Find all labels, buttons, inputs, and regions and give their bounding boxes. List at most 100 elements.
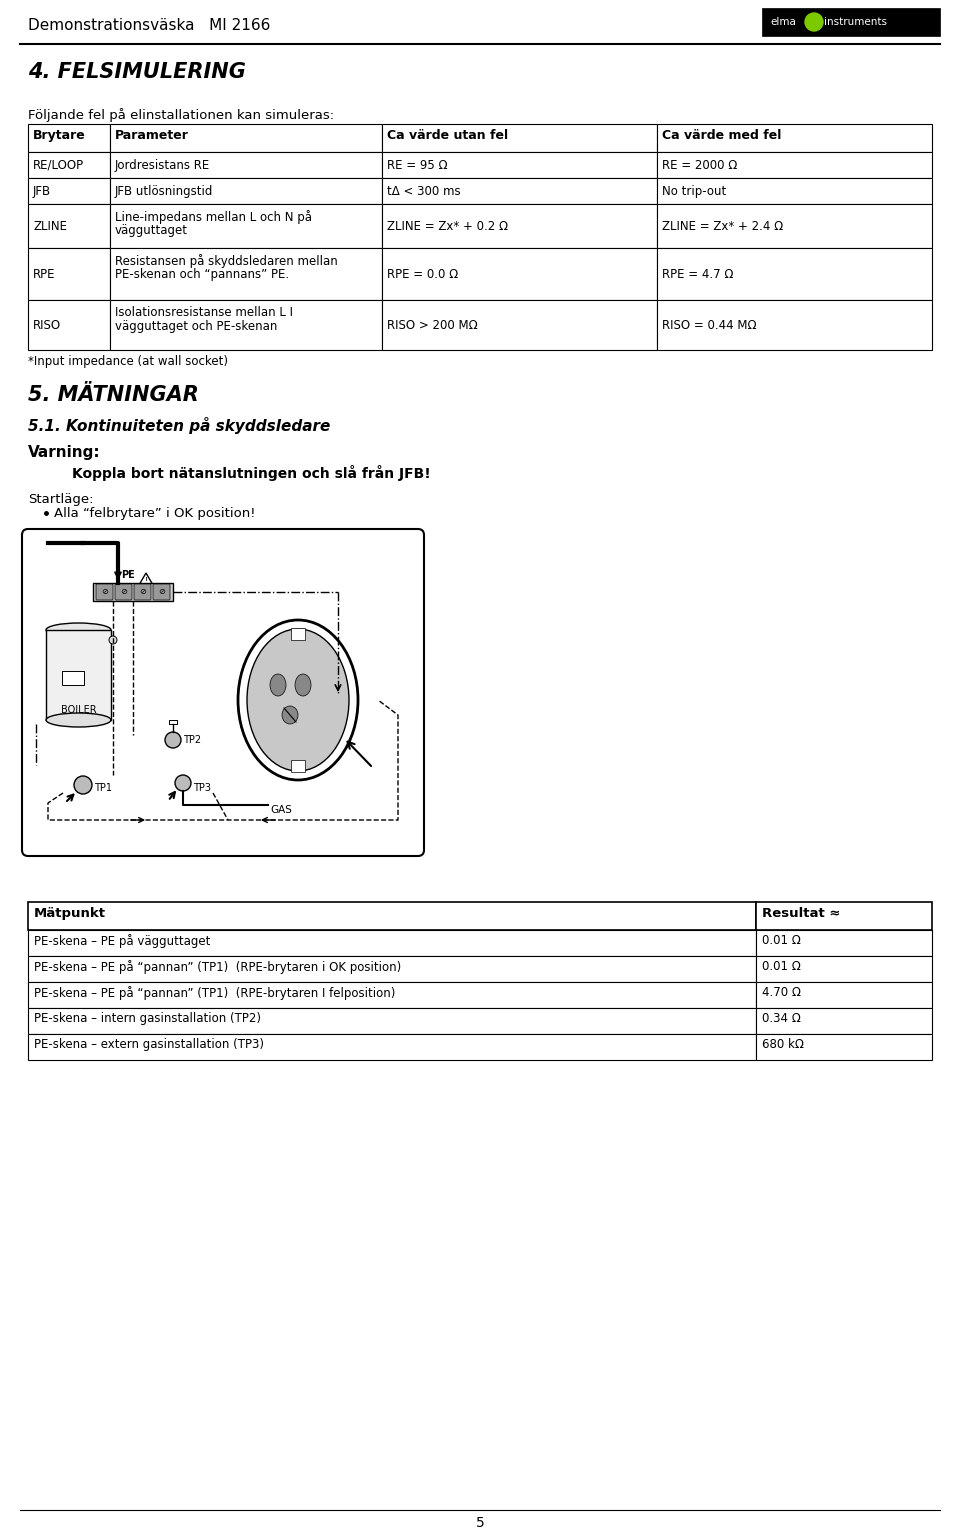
Bar <box>657 152 932 178</box>
Text: tΔ < 300 ms: tΔ < 300 ms <box>387 186 461 198</box>
Text: RISO > 200 MΩ: RISO > 200 MΩ <box>387 319 478 331</box>
Text: 0.01 Ω: 0.01 Ω <box>762 934 801 946</box>
Bar <box>756 902 932 930</box>
Circle shape <box>109 637 117 644</box>
Bar <box>291 627 305 640</box>
Bar <box>110 178 382 204</box>
Text: ZLINE: ZLINE <box>33 219 67 233</box>
Bar <box>382 301 657 350</box>
Bar <box>657 152 932 178</box>
Text: Varning:: Varning: <box>28 445 101 460</box>
Bar <box>110 152 382 178</box>
Bar <box>46 630 111 719</box>
Text: ⊘: ⊘ <box>101 588 108 597</box>
Bar <box>382 204 657 249</box>
Text: Mätpunkt: Mätpunkt <box>34 907 106 920</box>
Bar <box>28 249 110 301</box>
Text: vägguttaget: vägguttaget <box>115 224 188 236</box>
Bar <box>657 249 932 301</box>
Text: Isolationsresistanse mellan L I: Isolationsresistanse mellan L I <box>115 305 293 319</box>
Bar <box>28 956 756 982</box>
FancyBboxPatch shape <box>153 584 170 600</box>
Bar <box>28 1008 756 1034</box>
Text: Jordresistans RE: Jordresistans RE <box>115 160 210 172</box>
FancyBboxPatch shape <box>134 584 151 600</box>
Bar <box>110 178 382 204</box>
Bar <box>28 982 756 1008</box>
Bar <box>657 301 932 350</box>
Text: Line-impedans mellan L och N på: Line-impedans mellan L och N på <box>115 210 312 224</box>
Text: JFB: JFB <box>33 186 51 198</box>
Circle shape <box>165 732 181 749</box>
Text: RPE = 4.7 Ω: RPE = 4.7 Ω <box>662 268 733 281</box>
Text: elma: elma <box>770 17 796 28</box>
Bar <box>657 301 932 350</box>
Text: PE-skena – PE på “pannan” (TP1)  (RPE-brytaren I felposition): PE-skena – PE på “pannan” (TP1) (RPE-bry… <box>34 986 396 1000</box>
Bar <box>657 124 932 152</box>
Text: No trip-out: No trip-out <box>662 186 727 198</box>
Text: RE = 2000 Ω: RE = 2000 Ω <box>662 160 737 172</box>
Bar <box>28 1034 756 1060</box>
Bar <box>110 204 382 249</box>
Bar <box>110 124 382 152</box>
Bar <box>28 204 110 249</box>
Text: ZLINE = Zx* + 0.2 Ω: ZLINE = Zx* + 0.2 Ω <box>387 219 508 233</box>
Text: Parameter: Parameter <box>115 129 189 143</box>
Text: 4. FELSIMULERING: 4. FELSIMULERING <box>28 61 246 81</box>
Bar <box>28 902 756 930</box>
Bar <box>762 8 940 35</box>
Bar <box>110 301 382 350</box>
Text: Brytare: Brytare <box>33 129 85 143</box>
Text: 5. MÄTNINGAR: 5. MÄTNINGAR <box>28 385 199 405</box>
Text: ⊘: ⊘ <box>120 588 127 597</box>
Bar <box>382 204 657 249</box>
Text: RPE: RPE <box>33 268 56 281</box>
Text: PE-skena – intern gasinstallation (TP2): PE-skena – intern gasinstallation (TP2) <box>34 1012 261 1025</box>
FancyBboxPatch shape <box>22 529 424 856</box>
Text: PE-skena – PE på “pannan” (TP1)  (RPE-brytaren i OK position): PE-skena – PE på “pannan” (TP1) (RPE-bry… <box>34 960 401 974</box>
Bar <box>756 982 932 1008</box>
Bar <box>382 124 657 152</box>
Bar <box>657 124 932 152</box>
Bar <box>28 301 110 350</box>
Text: BOILER: BOILER <box>60 706 96 715</box>
Text: ⊘: ⊘ <box>158 588 165 597</box>
Bar <box>28 982 756 1008</box>
Bar <box>382 249 657 301</box>
Bar <box>657 204 932 249</box>
Bar <box>28 124 110 152</box>
Bar <box>110 249 382 301</box>
Bar <box>382 249 657 301</box>
Text: 5.1. Kontinuiteten på skyddsledare: 5.1. Kontinuiteten på skyddsledare <box>28 417 330 434</box>
Text: 680 kΩ: 680 kΩ <box>762 1039 804 1051</box>
Bar <box>28 152 110 178</box>
Bar <box>110 301 382 350</box>
Text: PE-skena – PE på vägguttaget: PE-skena – PE på vägguttaget <box>34 934 210 948</box>
Ellipse shape <box>282 706 298 724</box>
Text: ⊘: ⊘ <box>139 588 146 597</box>
Bar <box>28 930 756 956</box>
Text: 0.34 Ω: 0.34 Ω <box>762 1012 801 1025</box>
Bar <box>110 152 382 178</box>
Bar <box>93 583 173 601</box>
Bar <box>28 204 110 249</box>
Text: RE = 95 Ω: RE = 95 Ω <box>387 160 447 172</box>
Bar <box>756 982 932 1008</box>
Bar <box>756 930 932 956</box>
Bar <box>382 152 657 178</box>
Text: RPE = 0.0 Ω: RPE = 0.0 Ω <box>387 268 458 281</box>
FancyBboxPatch shape <box>115 584 132 600</box>
Text: Startläge:: Startläge: <box>28 492 93 506</box>
Bar <box>28 902 756 930</box>
Text: Koppla bort nätanslutningen och slå från JFB!: Koppla bort nätanslutningen och slå från… <box>72 465 431 482</box>
Bar <box>28 124 110 152</box>
Bar <box>657 249 932 301</box>
Text: PE: PE <box>121 571 134 580</box>
Bar <box>110 124 382 152</box>
Bar <box>291 759 305 772</box>
Circle shape <box>175 775 191 792</box>
Bar <box>110 204 382 249</box>
Bar <box>756 1034 932 1060</box>
Bar <box>382 301 657 350</box>
Bar <box>110 249 382 301</box>
